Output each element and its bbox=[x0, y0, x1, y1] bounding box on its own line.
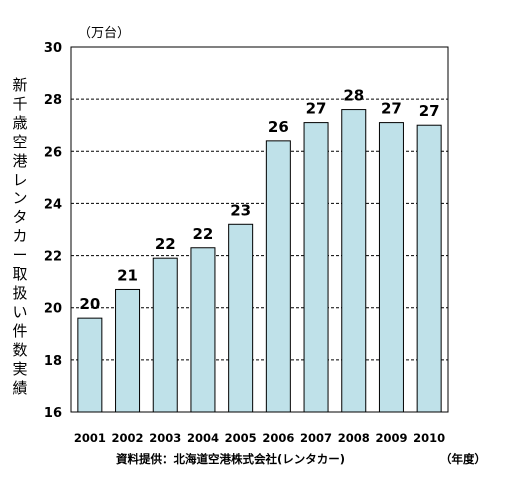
plot-frame bbox=[70, 46, 449, 413]
y-tick-label: 22 bbox=[44, 250, 62, 265]
unit-label: （万台） bbox=[78, 26, 131, 41]
data-label: 27 bbox=[419, 102, 440, 120]
y-tick-label: 20 bbox=[44, 302, 62, 317]
y-tick-label: 16 bbox=[44, 406, 62, 421]
bar bbox=[416, 124, 442, 413]
source-note: 資料提供：北海道空港株式会社(レンタカー) bbox=[116, 452, 346, 466]
x-tick-label: 2001 bbox=[74, 431, 106, 445]
y-tick-label: 26 bbox=[44, 145, 62, 160]
y-tick-label: 18 bbox=[44, 354, 62, 369]
y-tick-label: 28 bbox=[44, 93, 62, 108]
y-axis-title: 新千歳空港レンタカー取扱い件数実績 bbox=[12, 76, 28, 397]
x-tick-labels: 2001 2002 2003 2004 2005 2006 2007 2008 2009 2010 bbox=[74, 431, 445, 445]
data-labels: 20 21 22 22 23 26 27 28 27 27 bbox=[79, 87, 439, 314]
x-tick-label: 2009 bbox=[375, 431, 407, 445]
data-label: 27 bbox=[306, 100, 327, 118]
x-tick-label: 2006 bbox=[262, 431, 294, 445]
y-tick-label: 24 bbox=[44, 197, 62, 212]
bar bbox=[228, 223, 254, 413]
x-tick-label: 2007 bbox=[300, 431, 332, 445]
data-label: 22 bbox=[193, 225, 214, 243]
bars bbox=[77, 109, 442, 413]
bar bbox=[152, 257, 178, 413]
data-label: 22 bbox=[155, 235, 176, 253]
bar bbox=[341, 109, 367, 413]
data-label: 20 bbox=[79, 295, 100, 313]
data-label: 26 bbox=[268, 118, 289, 136]
x-tick-label: 2004 bbox=[187, 431, 219, 445]
x-tick-label: 2008 bbox=[338, 431, 370, 445]
x-tick-label: 2003 bbox=[149, 431, 181, 445]
y-tick-label: 30 bbox=[44, 41, 62, 56]
x-unit-label: （年度） bbox=[440, 452, 486, 466]
bar bbox=[378, 122, 404, 413]
bar bbox=[265, 140, 291, 413]
y-ticks: 16 18 20 22 24 26 28 30 bbox=[44, 41, 62, 421]
data-label: 21 bbox=[117, 266, 138, 284]
data-label: 28 bbox=[343, 87, 364, 105]
bar bbox=[115, 288, 141, 413]
plot-border bbox=[70, 46, 449, 413]
data-label: 23 bbox=[230, 201, 251, 219]
bar bbox=[77, 317, 103, 413]
x-tick-label: 2005 bbox=[225, 431, 257, 445]
bar bbox=[303, 122, 329, 413]
x-tick-label: 2002 bbox=[112, 431, 144, 445]
x-tick-label: 2010 bbox=[413, 431, 445, 445]
data-label: 27 bbox=[381, 100, 402, 118]
bar bbox=[190, 247, 216, 413]
